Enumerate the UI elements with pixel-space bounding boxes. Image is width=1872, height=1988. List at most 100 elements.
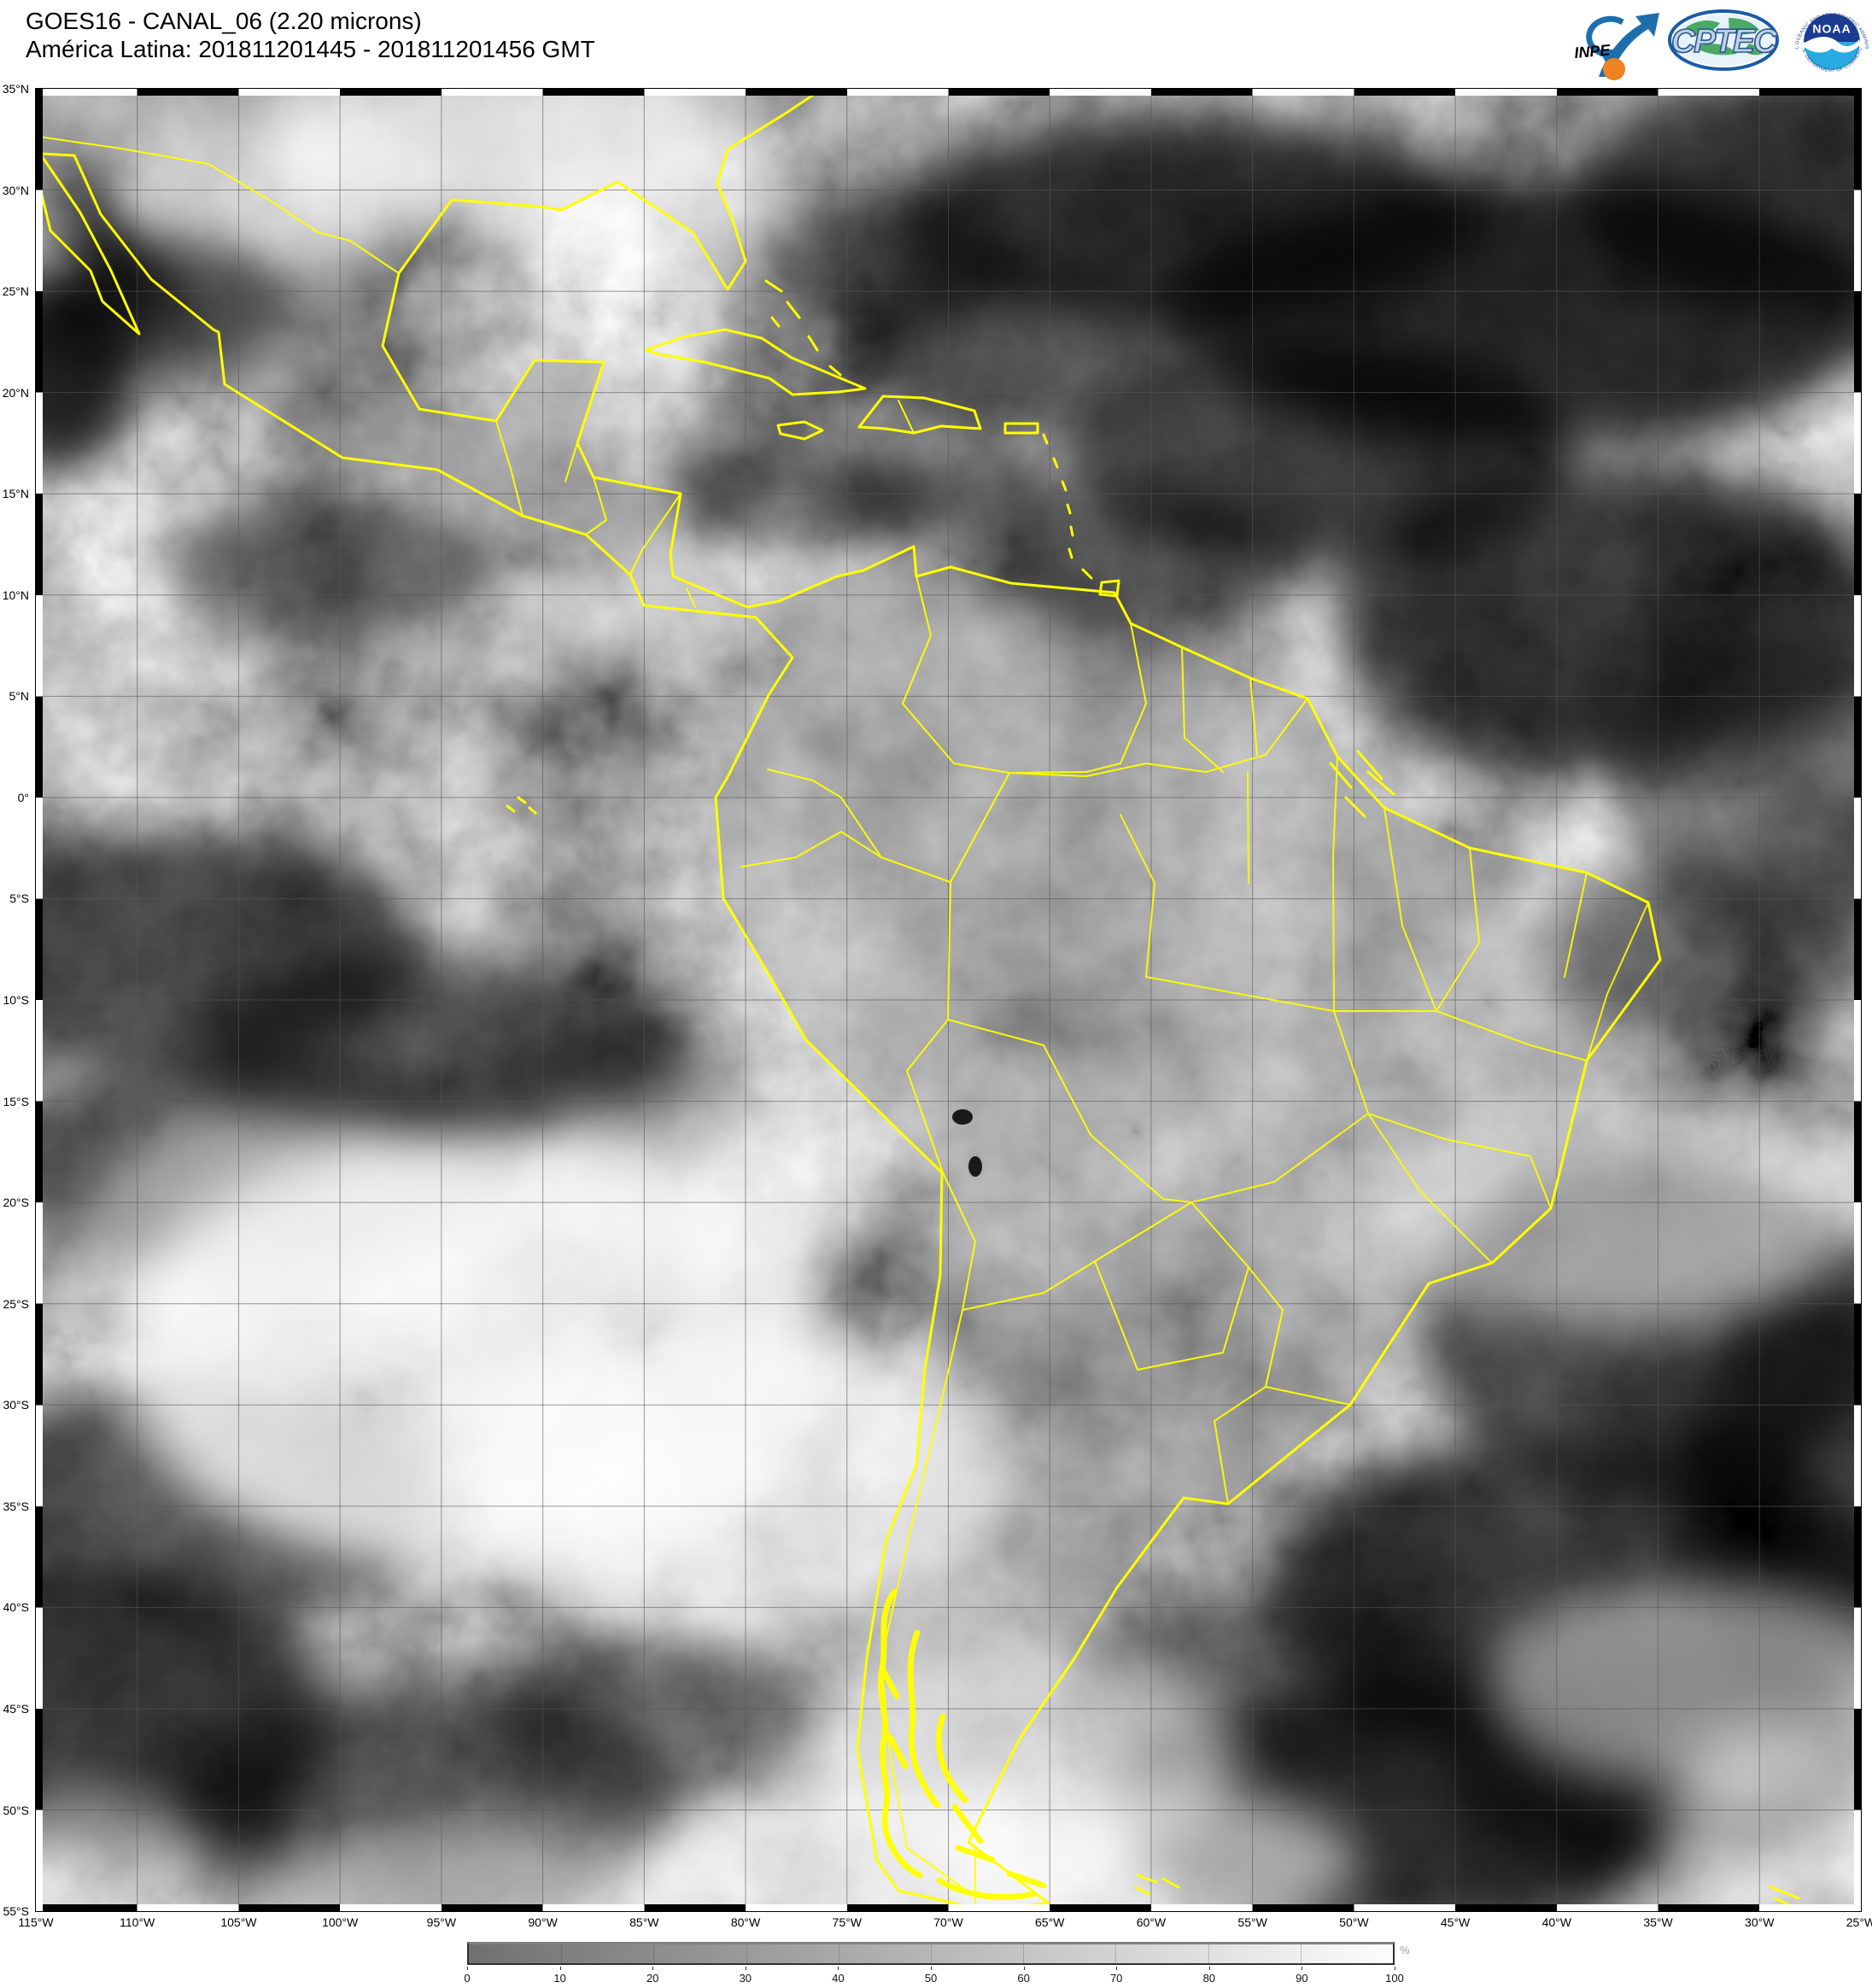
colorbar-tick [838,1967,839,1970]
lon-label: 60°W [1136,1915,1167,1929]
lat-label: 45°S [3,1701,29,1716]
inpe-label: INPE [1574,41,1612,61]
cptec-continents-icon [1686,18,1763,56]
coastlines-and-borders [36,89,1800,1911]
colorbar-tick-label: 90 [1296,1972,1308,1985]
colorbar-tick-label: 60 [1017,1972,1030,1985]
colorbar-tick [559,1967,561,1970]
lat-label: 50°S [3,1803,29,1817]
longitude-axis: 115°W 110°W 105°W 100°W 95°W 90°W 85°W 80°W 75°W… [18,1915,1872,1934]
colorbar-inner-tick [746,1944,747,1963]
map-frame [35,88,1862,1912]
map-frame-zebra-right [1854,89,1861,1911]
colorbar-tick-label: 30 [739,1972,752,1985]
lat-label: 25°S [3,1296,29,1311]
lat-label: 5°N [9,689,30,704]
lat-label: 35°N [2,82,29,96]
satellite-image [36,89,1861,1911]
colorbar-tick-label: 80 [1202,1972,1216,1985]
colorbar-gradient [467,1942,1395,1965]
lon-label: 45°W [1440,1915,1471,1929]
latitude-axis: 35°N 30°N 25°N 20°N 15°N 10°N 5°N 0° 5°S 10°S 15°S… [0,82,32,1918]
noaa-sky-icon [1804,14,1860,42]
colorbar-inner-tick [1208,1944,1209,1963]
colorbar-inner-tick [561,1944,563,1963]
colorbar-tick [1023,1967,1025,1970]
lat-label: 15°N [2,487,29,501]
lon-label: 95°W [426,1915,457,1929]
lat-label: 5°S [9,892,29,906]
map-frame-zebra-top [36,89,1861,96]
graticule [36,89,1861,1911]
island-coastlines [506,279,1800,1907]
lon-label: 65°W [1034,1915,1065,1929]
lon-label: 50°W [1339,1915,1369,1929]
colorbar-tick-label: 100 [1385,1972,1404,1985]
colorbar-tick-label: 40 [832,1972,845,1985]
colorbar-tick [467,1967,468,1970]
lat-label: 30°N [2,183,29,197]
lat-label: 10°N [2,588,29,602]
lon-label: 110°W [120,1915,155,1929]
lon-label: 80°W [730,1915,761,1929]
colorbar-tick [1208,1967,1210,1970]
bright-cloud-masses [36,89,1861,1911]
page-title: GOES16 - CANAL_06 (2.20 microns) América… [26,7,595,63]
map-frame-zebra-bottom [36,1904,1861,1911]
lat-label: 55°S [3,1904,29,1919]
colorbar: % 0 10 20 30 40 50 60 70 80 90 100 [464,1942,1410,1986]
lon-label: 40°W [1541,1915,1571,1929]
colorbar-tick [931,1967,932,1970]
colorbar-tick-label: 0 [464,1972,471,1985]
lat-label: 30°S [3,1398,29,1412]
colorbar-inner-tick [931,1944,932,1963]
lon-label: 75°W [832,1915,862,1929]
lon-label: 85°W [629,1915,659,1929]
colorbar-tick-label: 70 [1109,1972,1123,1985]
colorbar-tick [652,1967,654,1970]
map-frame-zebra-left [36,89,43,1911]
colorbar-inner-tick [1300,1944,1302,1963]
landmass-fill [36,89,1660,1909]
lon-label: 100°W [322,1915,359,1929]
state-borders [1120,756,1649,1264]
cptec-label: CPTEC [1671,23,1778,60]
fjord-coastlines [877,1588,1047,1900]
colorbar-inner-tick [1023,1944,1025,1963]
colorbar-tick [1116,1967,1118,1970]
title-line-1: GOES16 - CANAL_06 (2.20 microns) [26,8,422,34]
lakes [952,1109,982,1177]
noaa-label: NOAA [1812,22,1851,36]
colorbar-inner-tick [1115,1944,1117,1963]
colorbar-tick-label: 50 [924,1972,938,1985]
inpe-loop-arrowhead-icon [1599,50,1619,65]
lon-label: 105°W [220,1915,257,1929]
lat-label: 10°S [3,993,29,1008]
lon-label: 35°W [1643,1915,1673,1929]
lat-label: 40°S [3,1600,29,1615]
lon-label: 25°W [1846,1915,1872,1929]
lon-label: 90°W [528,1915,558,1929]
lat-label: 15°S [3,1094,29,1108]
lon-label: 115°W [18,1915,54,1929]
lat-label: 35°S [3,1499,29,1513]
colorbar-inner-tick [653,1944,655,1963]
lat-label: 0° [17,790,29,804]
inpe-loop-icon [1586,15,1624,58]
noaa-logo: NOAA NATIONAL OCEANIC AND ATMOSPHERIC AD… [1792,0,1869,73]
lat-label: 20°S [3,1196,29,1210]
amazon-delta-coastline [1329,750,1395,818]
inpe-orange-dot-icon [1603,58,1625,80]
colorbar-tick-label: 20 [646,1972,659,1985]
cptec-logo: CPTEC [1668,9,1780,71]
title-line-2: América Latina: 201811201445 - 201811201… [26,36,595,62]
colorbar-unit-label: % [1400,1944,1410,1956]
lon-label: 55°W [1237,1915,1267,1929]
lat-label: 20°N [2,385,29,400]
lon-label: 30°W [1745,1915,1775,1929]
lon-label: 70°W [933,1915,963,1929]
colorbar-tick-label: 10 [553,1972,566,1985]
noaa-gull-icon [1801,37,1861,53]
inpe-logo: INPE [1574,13,1659,80]
